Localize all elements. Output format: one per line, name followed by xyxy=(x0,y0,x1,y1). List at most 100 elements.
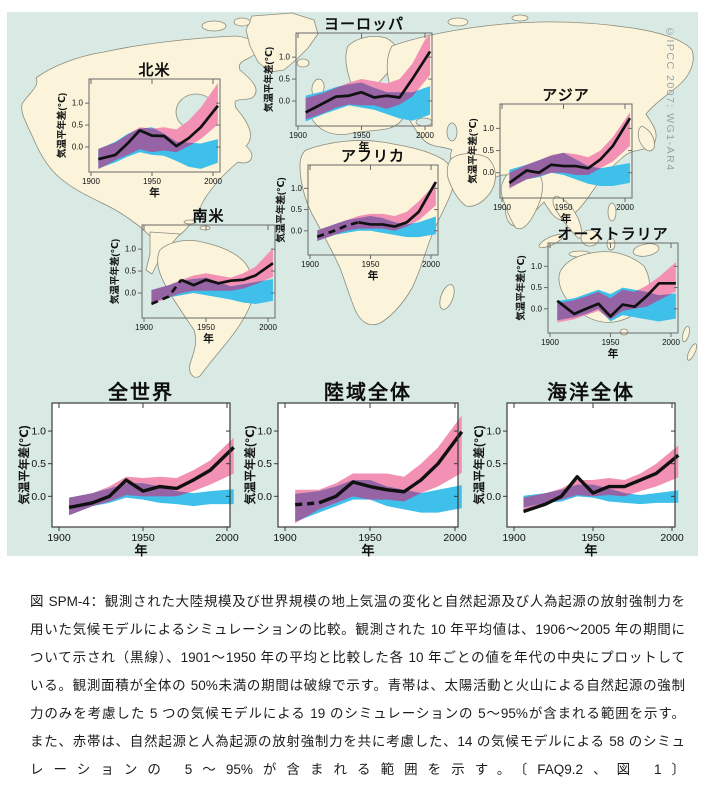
svg-text:0.5: 0.5 xyxy=(72,121,84,130)
chart-title-europe: ヨーロッパ xyxy=(323,16,404,33)
svg-text:0.5: 0.5 xyxy=(125,267,137,276)
svg-text:0.0: 0.0 xyxy=(257,491,272,503)
island-new-guinea xyxy=(632,243,660,257)
arctic-island-4 xyxy=(511,14,529,22)
island-japan xyxy=(637,125,655,152)
svg-text:気温平年差(℃): 気温平年差(℃) xyxy=(467,118,479,183)
island-philippines xyxy=(607,202,617,222)
svg-text:年: 年 xyxy=(584,543,597,558)
svg-text:0.5: 0.5 xyxy=(483,146,495,155)
chart-title-australia: オーストラリア xyxy=(557,226,669,243)
svg-text:0.0: 0.0 xyxy=(31,491,46,503)
svg-text:1.0: 1.0 xyxy=(486,426,501,438)
svg-text:0.5: 0.5 xyxy=(257,458,272,470)
svg-text:年: 年 xyxy=(134,543,147,558)
svg-text:2000: 2000 xyxy=(215,532,239,544)
svg-text:0.0: 0.0 xyxy=(486,491,501,503)
chart-title-south-america: 南米 xyxy=(192,208,225,225)
svg-text:0.0: 0.0 xyxy=(291,226,303,235)
chart-title-global-ocean: 海洋全体 xyxy=(547,382,635,404)
copyright-text: ©IPCC 2007: WG1-AR4 xyxy=(664,26,676,172)
svg-text:2000: 2000 xyxy=(660,532,684,544)
svg-text:1950: 1950 xyxy=(353,131,371,140)
svg-text:0.5: 0.5 xyxy=(486,458,501,470)
svg-text:0.5: 0.5 xyxy=(531,283,543,292)
island-sumatra xyxy=(538,234,564,248)
svg-text:年: 年 xyxy=(561,212,572,225)
svg-text:1900: 1900 xyxy=(289,131,307,140)
svg-text:1900: 1900 xyxy=(493,203,511,212)
svg-text:年: 年 xyxy=(359,140,370,153)
chart-plot-global-land: 1.0 0.5 0.0 1900 1950 2000 気温平年差(℃) 年 xyxy=(243,402,467,558)
svg-text:気温平年差(℃): 気温平年差(℃) xyxy=(56,93,68,158)
caption-line: また、赤帯は、自然起源と人為起源の放射強制力を共に考慮した、14 の気候モデルに… xyxy=(30,734,685,749)
chart-plot-africa: 1.0 0.5 0.0 1900 1950 2000 気温平年差(℃) 年 xyxy=(275,164,440,282)
svg-text:1950: 1950 xyxy=(555,203,573,212)
svg-text:2000: 2000 xyxy=(422,260,440,269)
svg-text:0.0: 0.0 xyxy=(483,168,495,177)
arctic-island-2 xyxy=(233,17,251,27)
svg-text:2000: 2000 xyxy=(204,177,222,186)
svg-text:0.5: 0.5 xyxy=(31,458,46,470)
svg-text:気温平年差(℃): 気温平年差(℃) xyxy=(472,425,486,504)
chart-plot-australia: 1.0 0.5 0.0 1900 1950 2000 気温平年差(℃) 年 xyxy=(515,242,680,360)
arctic-island-1 xyxy=(201,20,227,32)
svg-text:1.0: 1.0 xyxy=(31,426,46,438)
svg-text:2000: 2000 xyxy=(259,323,277,332)
svg-text:0.0: 0.0 xyxy=(531,304,543,313)
svg-text:1.0: 1.0 xyxy=(291,184,303,193)
island-new-zealand-north xyxy=(682,325,690,343)
svg-text:0.0: 0.0 xyxy=(279,96,291,105)
svg-text:2000: 2000 xyxy=(443,532,467,544)
svg-text:気温平年差(℃): 気温平年差(℃) xyxy=(515,255,527,320)
chart-title-global: 全世界 xyxy=(108,382,174,404)
figure-caption: 図 SPM-4：観測された大陸規模及び世界規模の地上気温の変化と自然起源及び人為… xyxy=(30,588,685,784)
continent-south-america xyxy=(157,240,254,378)
svg-text:年: 年 xyxy=(368,269,379,282)
svg-text:気温平年差(℃): 気温平年差(℃) xyxy=(243,425,257,504)
caribbean-island-1 xyxy=(183,219,197,225)
caspian-sea xyxy=(446,122,458,142)
chart-plot-north-america: 1.0 0.5 0.0 1900 1950 2000 気温平年差(℃) 年 xyxy=(56,78,222,199)
svg-text:1900: 1900 xyxy=(135,323,153,332)
svg-text:1.0: 1.0 xyxy=(531,262,543,271)
chart-plot-global: 1.0 0.5 0.0 1900 1950 2000 気温平年差(℃) 年 xyxy=(17,402,239,558)
svg-text:1900: 1900 xyxy=(502,532,526,544)
svg-text:年: 年 xyxy=(203,332,214,345)
caption-line: ついて示され（黒線）、1901～1950 年の平均と比較した各 10 年ごとの値… xyxy=(30,650,685,665)
svg-text:1.0: 1.0 xyxy=(279,53,291,62)
svg-text:2000: 2000 xyxy=(616,203,634,212)
peninsula-indochina xyxy=(552,195,583,239)
chart-title-africa: アフリカ xyxy=(340,148,405,165)
svg-text:気温平年差(℃): 気温平年差(℃) xyxy=(17,425,31,504)
svg-text:1950: 1950 xyxy=(197,323,215,332)
peninsula-arabia xyxy=(446,153,496,207)
svg-text:0.5: 0.5 xyxy=(279,75,291,84)
chart-plot-global-ocean: 1.0 0.5 0.0 1900 1950 2000 気温平年差(℃) 年 xyxy=(472,402,684,558)
svg-text:1900: 1900 xyxy=(541,338,559,347)
svg-text:2000: 2000 xyxy=(662,338,680,347)
svg-text:年: 年 xyxy=(608,347,619,360)
svg-text:1.0: 1.0 xyxy=(483,124,495,133)
svg-text:1950: 1950 xyxy=(581,532,605,544)
svg-text:1900: 1900 xyxy=(273,532,297,544)
svg-text:1.0: 1.0 xyxy=(72,99,84,108)
island-new-zealand-south xyxy=(686,343,698,361)
svg-text:0.5: 0.5 xyxy=(291,205,303,214)
svg-text:1950: 1950 xyxy=(602,338,620,347)
svg-text:1950: 1950 xyxy=(358,532,382,544)
svg-text:1.0: 1.0 xyxy=(125,245,137,254)
svg-text:1950: 1950 xyxy=(131,532,155,544)
svg-text:1.0: 1.0 xyxy=(257,426,272,438)
caribbean-island-2 xyxy=(199,225,211,231)
chart-plot-europe: 1.0 0.5 0.0 1900 1950 2000 気温平年差(℃) 年 xyxy=(263,32,434,153)
caption-line: 図 SPM-4：観測された大陸規模及び世界規模の地上気温の変化と自然起源及び人為… xyxy=(30,594,685,609)
island-greenland xyxy=(245,12,319,73)
island-borneo xyxy=(580,229,600,247)
caption-line: 力のみを考慮した 5 つの気候モデルによる 19 のシミュレーションの 5～95… xyxy=(30,706,685,721)
svg-text:年: 年 xyxy=(361,543,374,558)
chart-plot-asia: 1.0 0.5 0.0 1900 1950 2000 気温平年差(℃) 年 xyxy=(467,103,634,225)
caption-line: レーションの 5～95%が含まれる範囲を示す。〔FAQ9.2、図 1〕 xyxy=(30,762,685,777)
svg-text:1900: 1900 xyxy=(301,260,319,269)
